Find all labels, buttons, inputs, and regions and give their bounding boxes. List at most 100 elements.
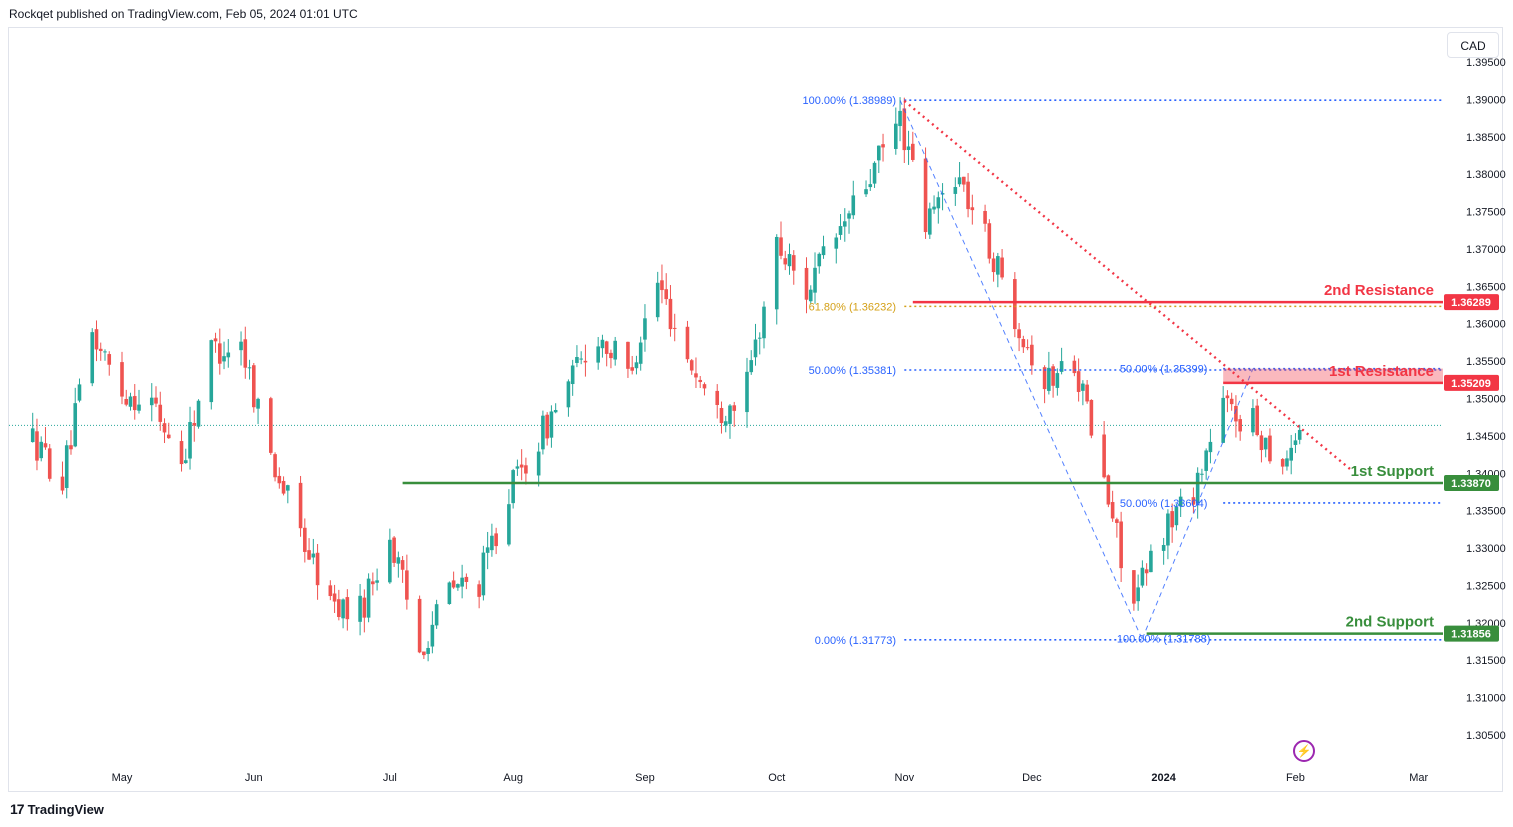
price-badge-label: 1.33870	[1451, 478, 1491, 490]
candle-body	[1072, 360, 1077, 374]
candle-body	[749, 360, 754, 373]
candle-body	[1076, 371, 1081, 392]
candle-body	[417, 598, 422, 653]
candle-body	[366, 578, 371, 618]
x-tick-label: Aug	[503, 772, 523, 784]
candle-body	[434, 604, 439, 626]
level-name: 1st Resistance	[1329, 363, 1434, 380]
candle-body	[1051, 366, 1055, 386]
candle-body	[872, 162, 877, 184]
candle-body	[35, 431, 39, 461]
chart-pane[interactable]	[8, 27, 1503, 792]
candle-body	[277, 475, 282, 484]
y-tick-label: 1.33000	[1466, 543, 1506, 555]
candle-body	[137, 404, 141, 411]
candle-body	[1025, 347, 1030, 349]
candle-body	[553, 410, 558, 413]
candle-body	[345, 597, 350, 620]
candle-body	[1200, 473, 1204, 475]
candle-body	[745, 371, 749, 413]
y-tick-label: 1.38000	[1466, 169, 1506, 181]
candle-body	[902, 108, 907, 151]
candle-body	[723, 421, 728, 426]
candle-body	[762, 306, 766, 339]
candle-body	[362, 597, 367, 618]
candle-body	[1030, 344, 1034, 366]
y-tick-label: 1.32500	[1466, 580, 1506, 592]
candle-body	[107, 354, 112, 365]
candle-body	[73, 403, 78, 447]
candle-body	[1144, 569, 1149, 574]
candle-body	[269, 398, 273, 453]
x-tick-label: Mar	[1409, 772, 1428, 784]
candle-body	[1059, 361, 1064, 372]
candle-body	[1089, 399, 1094, 436]
candle-body	[1013, 279, 1017, 330]
candle-body	[970, 207, 975, 211]
fib-label: 50.00% (1.33604)	[1120, 498, 1207, 510]
candle-body	[1081, 383, 1085, 391]
candle-body	[1106, 475, 1111, 505]
candle-body	[1132, 570, 1136, 604]
candle-body	[30, 428, 35, 443]
candle-body	[1195, 472, 1200, 504]
currency-selector[interactable]: CAD	[1447, 32, 1499, 58]
candle-body	[698, 379, 703, 383]
fib-label: 61.80% (1.36232)	[809, 301, 896, 313]
candle-body	[791, 255, 796, 271]
candle-body	[1042, 367, 1047, 390]
candle-body	[1285, 458, 1289, 467]
candle-body	[983, 210, 987, 224]
y-tick-label: 1.37500	[1466, 207, 1506, 219]
candle-body	[388, 539, 392, 583]
candle-body	[485, 547, 490, 553]
candle-body	[1221, 397, 1225, 443]
candle-body	[634, 362, 639, 369]
candle-body	[660, 280, 664, 291]
candle-body	[728, 405, 732, 424]
fib-diagonal	[1141, 368, 1254, 639]
candle-body	[303, 527, 307, 552]
y-tick-label: 1.34500	[1466, 431, 1506, 443]
candle-body	[183, 460, 188, 464]
brand-name: TradingView	[27, 801, 104, 817]
candle-body	[396, 557, 401, 564]
candle-body	[1140, 567, 1145, 586]
candle-body	[222, 356, 226, 362]
candle-body	[779, 237, 783, 256]
candle-body	[341, 599, 345, 619]
y-tick-label: 1.35500	[1466, 356, 1506, 368]
candle-body	[519, 464, 524, 468]
fib-label: 100.00% (1.31788)	[1117, 634, 1211, 646]
candle-body	[923, 158, 928, 233]
candle-body	[911, 143, 915, 160]
candle-body	[579, 358, 583, 360]
candle-body	[783, 258, 788, 265]
candle-body	[120, 362, 124, 397]
candle-body	[226, 352, 231, 358]
candle-body	[834, 237, 839, 249]
candle-body	[876, 145, 881, 161]
tradingview-brand[interactable]: 17 TradingView	[10, 801, 104, 817]
candle-body	[1238, 419, 1242, 432]
candle-body	[1178, 496, 1183, 507]
time-axis: May Jun Jul Aug Sep Oct Nov Dec 2024 Feb Mar	[112, 772, 1429, 784]
trend-line	[903, 99, 1352, 471]
candle-body	[643, 318, 647, 340]
candle-body	[1297, 429, 1302, 440]
y-tick-label: 1.36500	[1466, 281, 1506, 293]
candle-body	[630, 367, 634, 371]
candle-body	[685, 326, 690, 360]
candle-body	[893, 123, 898, 149]
candle-body	[1115, 519, 1119, 523]
price-badge	[1444, 374, 1499, 391]
candle-body	[787, 254, 792, 267]
lightning-icon[interactable]: ⚡	[1293, 740, 1315, 762]
candle-body	[256, 398, 260, 409]
candle-body	[243, 339, 248, 368]
candle-body	[315, 552, 320, 586]
annotation-layer: 100.00% (1.38989) 61.80% (1.36232) 50.00% …	[402, 95, 1443, 647]
x-tick-label: 2024	[1151, 772, 1176, 784]
tradingview-logo-icon: 17	[10, 801, 25, 817]
